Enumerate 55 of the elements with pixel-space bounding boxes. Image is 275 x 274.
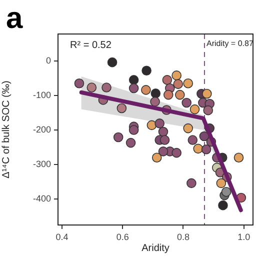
point <box>193 144 204 154</box>
y-tick-label: 0 <box>46 55 51 66</box>
point <box>162 75 172 85</box>
point <box>107 57 118 68</box>
point <box>154 118 164 128</box>
point <box>216 178 226 188</box>
point <box>146 120 157 130</box>
y-tick-label: -300 <box>32 159 51 170</box>
point <box>188 135 198 145</box>
point <box>128 83 139 94</box>
point <box>160 135 170 145</box>
point <box>158 126 168 137</box>
point <box>190 104 200 114</box>
point <box>173 79 183 89</box>
point <box>172 148 182 158</box>
point <box>128 125 139 135</box>
point <box>172 70 182 80</box>
x-tick-label: 1.0 <box>238 232 250 242</box>
point <box>201 144 212 154</box>
point <box>221 186 232 197</box>
point <box>102 82 112 92</box>
point <box>183 78 193 88</box>
point <box>126 138 136 148</box>
x-tick-label: 0.6 <box>116 232 129 242</box>
point <box>182 98 192 108</box>
y-tick-label: -400 <box>32 194 51 204</box>
point <box>141 85 151 95</box>
y-tick-label: -200 <box>32 124 51 134</box>
chart-title: a <box>6 2 23 36</box>
ref-line-label: Aridity = 0.87 <box>206 39 254 48</box>
annotation: R² = 0.52 <box>70 40 112 51</box>
point <box>150 96 160 107</box>
point <box>175 90 185 100</box>
point <box>203 105 214 116</box>
point <box>186 178 196 188</box>
point <box>163 90 174 100</box>
x-tick-label: 0.4 <box>56 232 68 242</box>
point <box>128 75 139 85</box>
point <box>218 200 228 210</box>
point <box>158 146 168 156</box>
point <box>152 152 162 163</box>
point <box>183 123 193 134</box>
y-axis-title: Δ¹⁴C of bulk SOC (‰) <box>0 80 12 178</box>
point <box>86 82 97 92</box>
point <box>113 132 124 142</box>
y-tick-label: -100 <box>32 90 51 100</box>
point <box>202 88 212 99</box>
point <box>142 66 152 76</box>
x-tick-label: 0.8 <box>176 232 190 242</box>
point <box>150 88 161 98</box>
point <box>234 152 244 163</box>
point <box>199 131 210 142</box>
x-axis-title: Aridity <box>142 242 170 254</box>
point <box>74 78 84 88</box>
point <box>116 103 127 114</box>
